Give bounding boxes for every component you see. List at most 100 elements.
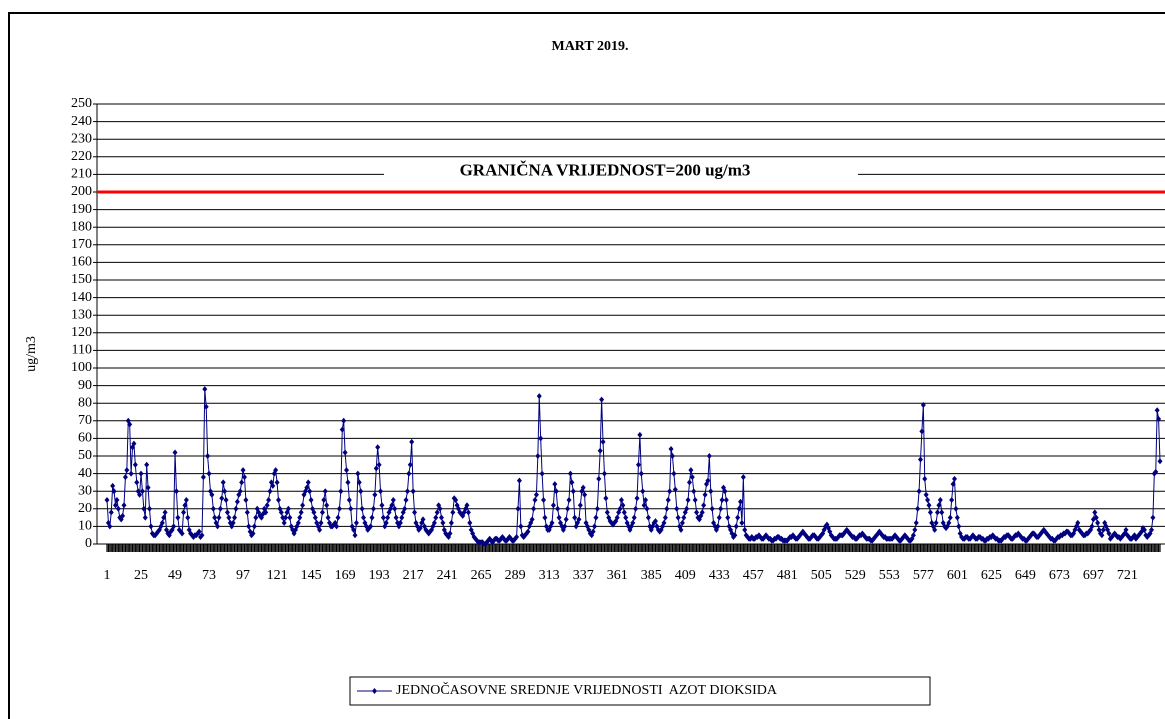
data-point bbox=[732, 532, 738, 539]
data-point bbox=[533, 491, 539, 498]
data-point bbox=[393, 514, 399, 521]
data-point bbox=[273, 467, 279, 474]
data-point bbox=[285, 505, 291, 512]
data-point bbox=[949, 497, 955, 503]
data-point bbox=[694, 509, 700, 516]
data-point bbox=[592, 523, 598, 530]
y-tick-label: 170 bbox=[71, 237, 92, 252]
data-point bbox=[1156, 416, 1162, 423]
data-point bbox=[266, 497, 272, 503]
data-point bbox=[110, 482, 116, 489]
data-point bbox=[691, 488, 697, 495]
data-point bbox=[376, 461, 382, 468]
data-point bbox=[359, 505, 365, 512]
data-point bbox=[740, 474, 746, 481]
y-tick-label: 30 bbox=[78, 483, 92, 498]
data-point bbox=[372, 491, 378, 498]
data-point bbox=[232, 514, 238, 521]
data-point bbox=[580, 484, 586, 491]
data-point bbox=[251, 523, 257, 530]
data-point bbox=[124, 467, 130, 474]
data-point bbox=[738, 498, 744, 505]
data-point bbox=[392, 505, 398, 512]
data-point bbox=[643, 497, 649, 503]
data-point bbox=[335, 514, 341, 521]
data-point bbox=[312, 514, 318, 521]
data-point bbox=[604, 509, 610, 516]
data-point bbox=[171, 523, 177, 530]
data-point bbox=[550, 502, 556, 509]
x-tick-label: 337 bbox=[573, 568, 594, 583]
data-point bbox=[562, 523, 568, 530]
data-point bbox=[351, 526, 357, 533]
data-point bbox=[692, 497, 698, 503]
data-point bbox=[120, 512, 126, 519]
data-point bbox=[939, 509, 945, 516]
data-point bbox=[209, 491, 215, 498]
x-tick-label: 97 bbox=[236, 568, 250, 583]
data-point bbox=[295, 519, 301, 526]
data-point bbox=[243, 497, 249, 503]
data-point bbox=[246, 523, 252, 530]
x-tick-label: 313 bbox=[539, 568, 560, 583]
data-point bbox=[241, 474, 247, 481]
data-point bbox=[916, 488, 922, 495]
data-point bbox=[665, 497, 671, 503]
data-point bbox=[570, 488, 576, 495]
data-point bbox=[672, 486, 678, 493]
x-tick-label: 649 bbox=[1015, 568, 1036, 583]
data-point bbox=[686, 479, 692, 486]
x-tick-label: 361 bbox=[607, 568, 628, 583]
data-point bbox=[353, 519, 359, 526]
data-point bbox=[319, 509, 325, 516]
data-point bbox=[250, 530, 256, 537]
data-point bbox=[937, 497, 943, 503]
data-point bbox=[107, 523, 113, 530]
data-point bbox=[675, 514, 681, 521]
x-tick-label: 289 bbox=[505, 568, 526, 583]
data-point bbox=[406, 470, 412, 477]
data-point bbox=[390, 497, 396, 503]
y-tick-label: 180 bbox=[71, 219, 92, 234]
data-point bbox=[380, 514, 386, 521]
data-point bbox=[645, 514, 651, 521]
data-point bbox=[638, 470, 644, 477]
data-point bbox=[953, 505, 959, 512]
data-point bbox=[594, 505, 600, 512]
y-tick-label: 80 bbox=[78, 395, 92, 410]
y-tick-label: 130 bbox=[71, 307, 92, 322]
data-point bbox=[920, 401, 926, 408]
data-point bbox=[590, 528, 596, 535]
data-point bbox=[709, 505, 715, 512]
data-point bbox=[297, 514, 303, 521]
data-point bbox=[912, 526, 918, 533]
data-point bbox=[706, 453, 712, 459]
data-point bbox=[667, 488, 673, 495]
data-point bbox=[144, 461, 150, 468]
data-point bbox=[529, 516, 535, 523]
data-point bbox=[719, 497, 725, 503]
data-point bbox=[345, 479, 351, 486]
data-point bbox=[925, 497, 931, 503]
data-point bbox=[1089, 523, 1095, 530]
data-point bbox=[599, 396, 605, 403]
data-point bbox=[718, 505, 724, 512]
data-point bbox=[669, 453, 675, 459]
legend-label: JEDNOČASOVNE SREDNJE VRIJEDNOSTI AZOT DI… bbox=[396, 681, 778, 698]
data-point bbox=[563, 516, 569, 523]
data-point bbox=[111, 488, 117, 495]
data-point bbox=[433, 514, 439, 521]
y-tick-label: 230 bbox=[71, 131, 92, 146]
data-point bbox=[183, 497, 189, 503]
x-tick-label: 193 bbox=[369, 568, 390, 583]
data-point bbox=[926, 502, 932, 509]
x-tick-label: 577 bbox=[913, 568, 934, 583]
data-point bbox=[212, 514, 218, 521]
data-point bbox=[1099, 532, 1105, 539]
data-point bbox=[222, 488, 228, 495]
x-tick-label: 145 bbox=[301, 568, 322, 583]
data-point bbox=[952, 475, 958, 482]
x-tick-label: 673 bbox=[1049, 568, 1070, 583]
data-point bbox=[409, 438, 415, 445]
data-point bbox=[603, 495, 609, 502]
